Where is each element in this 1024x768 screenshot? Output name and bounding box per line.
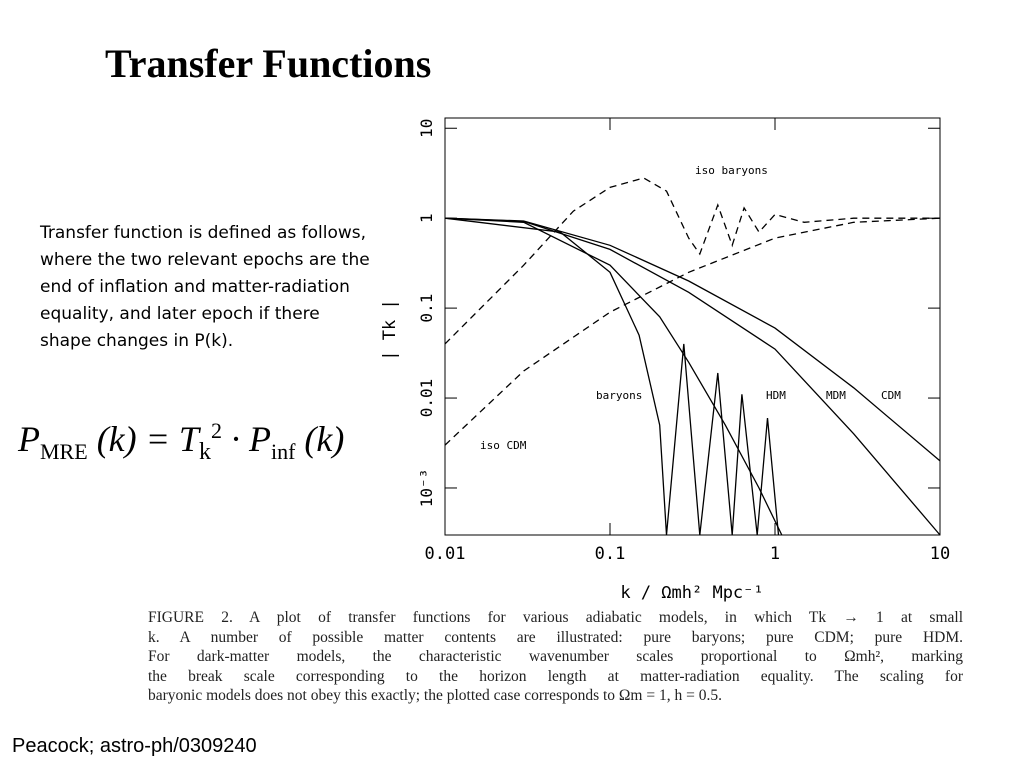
plot-frame (444, 117, 941, 536)
caption-line: FIGURE 2. A plot of transfer functions f… (148, 609, 963, 626)
x-tick-label: 1 (770, 544, 780, 564)
y-tick-label: 1 (417, 213, 436, 223)
eq-part: · P (230, 419, 271, 459)
curve-label: baryons (596, 389, 642, 402)
curve-label: HDM (766, 389, 786, 402)
caption-line: baryonic models does not obey this exact… (148, 687, 722, 704)
eq-part: P (18, 419, 40, 459)
citation: Peacock; astro-ph/0309240 (12, 735, 257, 757)
curve (444, 217, 941, 462)
curve (444, 217, 780, 536)
caption-line: the break scale corresponding to the hor… (148, 667, 963, 685)
curve-label: iso CDM (480, 439, 527, 452)
x-tick-label: 10 (930, 544, 950, 564)
y-tick-label: 0.01 (417, 379, 436, 418)
eq-part: MRE (40, 439, 88, 465)
caption-line: For dark-matter models, the characterist… (148, 648, 963, 665)
curve (444, 177, 940, 345)
chart: 0.01 0.1 1 10 10⁻³ 0.01 0.1 1 10 | Tk | k / Ωmh² M… (380, 117, 950, 603)
caption: FIGURE 2. A plot of transfer functions f… (148, 608, 963, 706)
curve-label: iso baryons (695, 164, 768, 177)
x-axis-label: k / Ωmh² Mpc⁻¹ (620, 583, 763, 603)
y-tick-label: 0.1 (417, 294, 436, 323)
caption-line: k. A number of possible matter contents … (148, 628, 963, 646)
curve (444, 217, 941, 536)
x-tick-label: 0.01 (425, 544, 466, 564)
equation: PMRE (k) = Tk2 · Pinf (k) (18, 418, 344, 466)
eq-part: k (198, 439, 211, 466)
curve-label: CDM (881, 389, 901, 402)
curve-label: MDM (826, 389, 846, 402)
eq-part: (k) = T (96, 419, 199, 459)
curve (444, 217, 941, 446)
eq-part: (k) (304, 419, 345, 459)
eq-part: inf (270, 439, 296, 465)
title: Transfer Functions (105, 41, 432, 86)
y-tick-label: 10⁻³ (417, 469, 436, 508)
curve (444, 217, 783, 536)
x-tick-label: 0.1 (595, 544, 626, 564)
eq-part: 2 (210, 418, 222, 443)
body-text: Transfer function is defined as follows,… (40, 223, 370, 351)
y-axis-label: | Tk | (380, 299, 400, 360)
y-tick-label: 10 (417, 119, 436, 138)
